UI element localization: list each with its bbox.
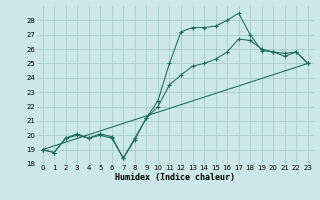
X-axis label: Humidex (Indice chaleur): Humidex (Indice chaleur) bbox=[115, 173, 235, 182]
